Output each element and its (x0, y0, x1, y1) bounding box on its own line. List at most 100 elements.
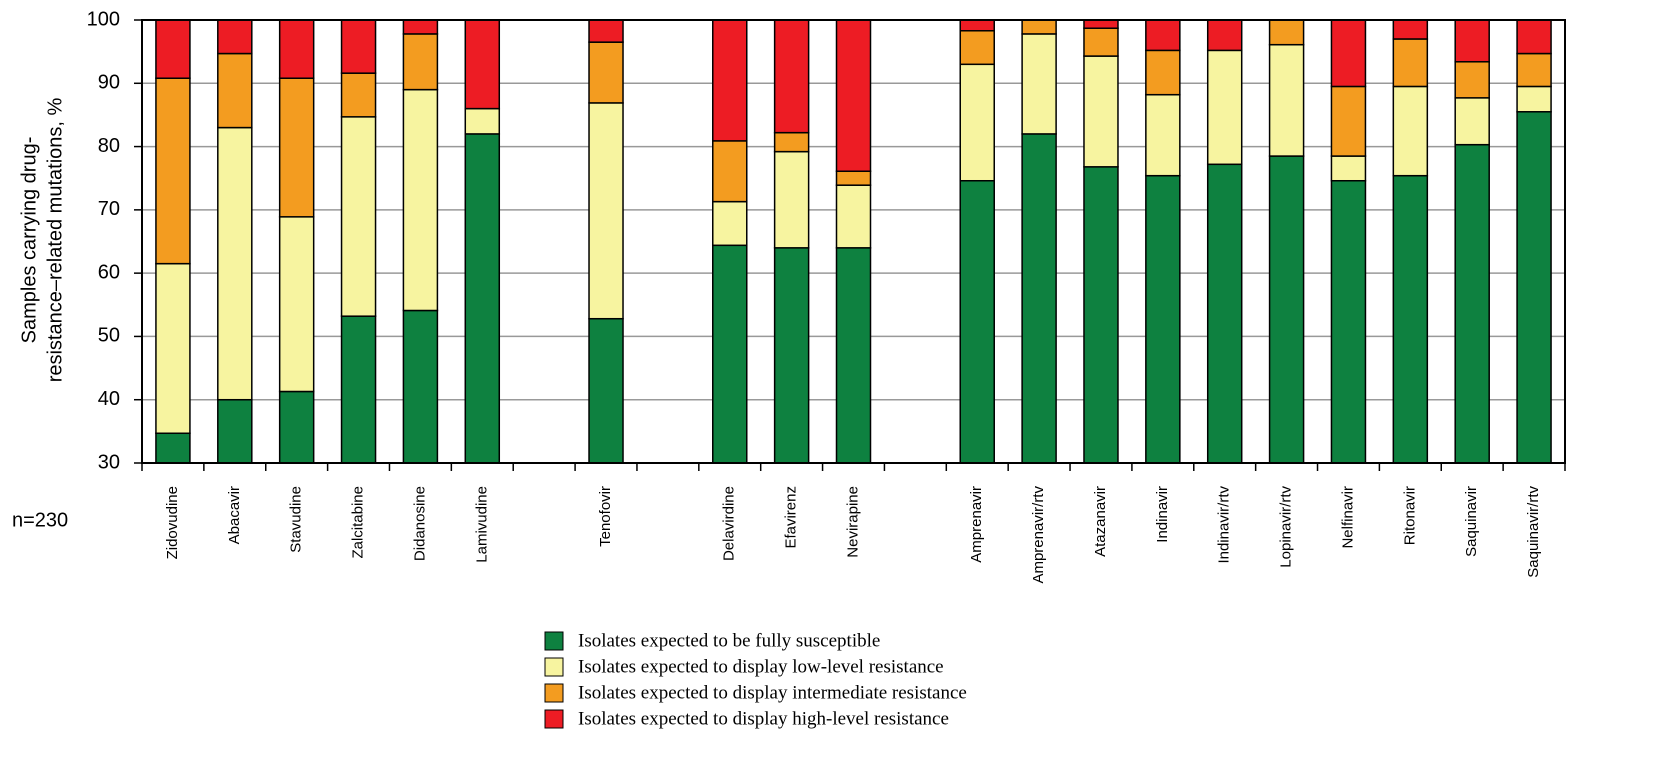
bar-segment (340, 20, 377, 74)
y-axis-label: resistance–related mutations, % (44, 97, 66, 382)
bar-segment (155, 77, 191, 265)
bar-segment (835, 184, 872, 249)
bar-segment (1392, 38, 1429, 88)
y-tick-label: 30 (98, 451, 120, 473)
bar-segment (1330, 179, 1367, 463)
x-tick-label: Zalcitabine (350, 486, 367, 559)
x-tick-label: Ritonavir (1401, 486, 1418, 545)
bar-segment (1268, 20, 1305, 46)
x-tick-label: Saquinavir (1463, 486, 1480, 557)
x-tick-label: Nelfinavir (1339, 486, 1356, 549)
legend-swatch (544, 683, 564, 703)
bar-segment (1021, 20, 1057, 35)
bar-segment (1516, 20, 1552, 55)
bar-segment (959, 20, 995, 32)
bar-segment (1083, 27, 1119, 57)
x-tick-label: Tenofovir (597, 486, 614, 547)
bar-segment (402, 88, 439, 312)
y-tick-label: 50 (98, 325, 120, 347)
bar-segment (402, 33, 439, 91)
x-tick-label: Delavirdine (721, 486, 738, 561)
x-tick-label: Stavudine (288, 486, 305, 553)
plot-frame (141, 19, 1566, 464)
bar-segment (155, 262, 191, 435)
x-tick-label: Amprenavir (968, 486, 985, 563)
bar-segment (464, 133, 501, 463)
bar-segment (340, 116, 377, 317)
legend-label: Isolates expected to display high-level … (578, 708, 949, 729)
bar-segment (1021, 33, 1057, 135)
bar-segment (340, 315, 377, 463)
bar-segment (1268, 43, 1305, 157)
legend-swatch (544, 709, 564, 729)
x-tick-label: Abacavir (226, 486, 243, 544)
y-tick-label: 70 (98, 198, 120, 220)
legend-label: Isolates expected to display intermediat… (578, 682, 967, 703)
bar-segment (712, 244, 748, 463)
x-tick-label: Lamivudine (473, 486, 490, 563)
bar-segment (588, 20, 624, 43)
bar-segment (773, 150, 810, 249)
bar-segment (1083, 55, 1119, 168)
bar-segment (464, 20, 501, 110)
bar-segment (217, 52, 253, 129)
bar-segment (773, 20, 810, 134)
bar-segment (712, 20, 748, 142)
bar-segment (1392, 20, 1429, 40)
y-tick-label: 100 (87, 8, 120, 30)
x-tick-label: Efavirenz (783, 486, 800, 549)
bar-segment (1392, 85, 1429, 177)
bar-segment (217, 20, 253, 55)
y-tick-label: 90 (98, 72, 120, 94)
bar-segment (712, 140, 748, 203)
bar-segment (278, 20, 315, 79)
x-tick-label: Amprenavir/rtv (1030, 486, 1047, 584)
legend-label: Isolates expected to display low-level r… (578, 656, 944, 677)
bar-segment (712, 200, 748, 247)
x-tick-label: Lopinavir/rtv (1278, 486, 1295, 568)
bar-segment (1206, 20, 1243, 52)
bar-segment (835, 170, 872, 186)
bar-segment (1516, 85, 1552, 113)
bar-segment (1516, 111, 1552, 463)
bar-segment (1454, 97, 1490, 146)
bar-segment (155, 20, 191, 79)
bar-segment (1516, 52, 1552, 88)
bar-segment (835, 20, 872, 173)
sample-size: n=230 (12, 509, 68, 531)
x-tick-label: Saquinavir/rtv (1525, 486, 1542, 578)
bar-segment (1206, 163, 1243, 463)
bar-segment (1454, 20, 1490, 63)
bar-segment (402, 20, 439, 35)
bar-segment (588, 317, 624, 463)
bar-segment (1392, 174, 1429, 463)
bar-segment (773, 131, 810, 153)
bar-segment (959, 63, 995, 182)
x-tick-label: Didanosine (411, 486, 428, 561)
legend-swatch (544, 631, 564, 651)
bar-segment (217, 126, 253, 401)
bars (155, 20, 1552, 463)
y-axis-label: Samples carrying drug- (18, 137, 40, 344)
bar-segment (1145, 93, 1181, 177)
bar-segment (1083, 166, 1119, 463)
bar-segment (588, 41, 624, 104)
bar-segment (340, 72, 377, 118)
bar-segment (1330, 20, 1367, 88)
bar-segment (959, 30, 995, 66)
bar-segment (1145, 20, 1181, 52)
legend-swatch (544, 657, 564, 677)
x-tick-label: Indinavir (1154, 486, 1171, 543)
bar-segment (1083, 20, 1119, 29)
bar-segment (588, 102, 624, 320)
bar-segment (1145, 174, 1181, 463)
bar-segment (1330, 85, 1367, 157)
bar-segment (278, 216, 315, 393)
y-tick-label: 80 (98, 135, 120, 157)
bar-segment (773, 247, 810, 463)
bar-segment (464, 107, 501, 135)
bar-segment (1021, 133, 1057, 463)
y-tick-label: 60 (98, 261, 120, 283)
bar-segment (1145, 49, 1181, 96)
